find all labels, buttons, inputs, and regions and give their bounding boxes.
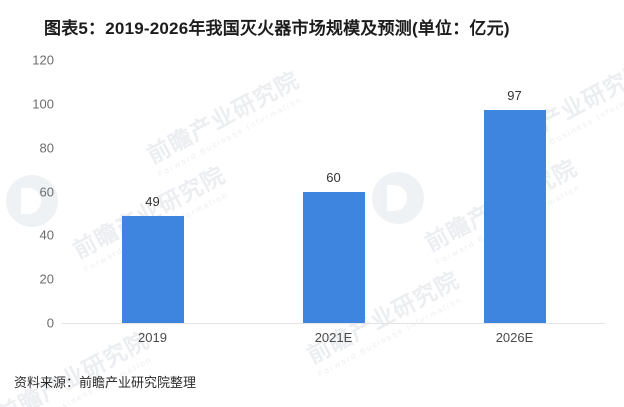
bar-2026E[interactable] xyxy=(483,110,546,323)
bar-slot: 97 xyxy=(424,60,605,323)
y-axis-tick-label: 120 xyxy=(32,52,54,68)
x-axis-tick-label: 2026E xyxy=(495,330,534,345)
plot-area: 0 20 40 60 80 100 120 49 60 97 2019 2021E 2026E xyxy=(0,53,624,345)
x-axis-tick-label: 2021E xyxy=(314,330,353,345)
x-axis-labels: 2019 2021E 2026E xyxy=(62,330,605,354)
y-axis: 0 20 40 60 80 100 120 xyxy=(0,53,62,335)
bar-group: 49 60 97 xyxy=(62,60,605,323)
x-axis-line xyxy=(62,323,605,324)
y-axis-tick-label: 20 xyxy=(39,271,54,287)
y-axis-tick-label: 40 xyxy=(39,227,54,243)
bar-2021E[interactable] xyxy=(302,191,365,323)
bar-value-label: 97 xyxy=(507,88,522,104)
y-axis-tick-label: 80 xyxy=(39,140,54,156)
bar-value-label: 60 xyxy=(326,169,341,185)
bar-value-label: 49 xyxy=(145,193,160,209)
y-axis-tick-label: 60 xyxy=(39,184,54,199)
y-axis-tick-label: 100 xyxy=(32,96,54,112)
chart-title: 图表5：2019-2026年我国灭火器市场规模及预测(单位：亿元) xyxy=(44,19,510,38)
x-axis-tick-label: 2019 xyxy=(138,330,167,345)
source-note: 资料来源：前瞻产业研究院整理 xyxy=(14,375,197,390)
bar-slot: 49 xyxy=(62,60,243,323)
bar-slot: 60 xyxy=(243,60,424,323)
bar-2019[interactable] xyxy=(121,215,184,323)
y-axis-tick-label: 0 xyxy=(46,315,54,331)
